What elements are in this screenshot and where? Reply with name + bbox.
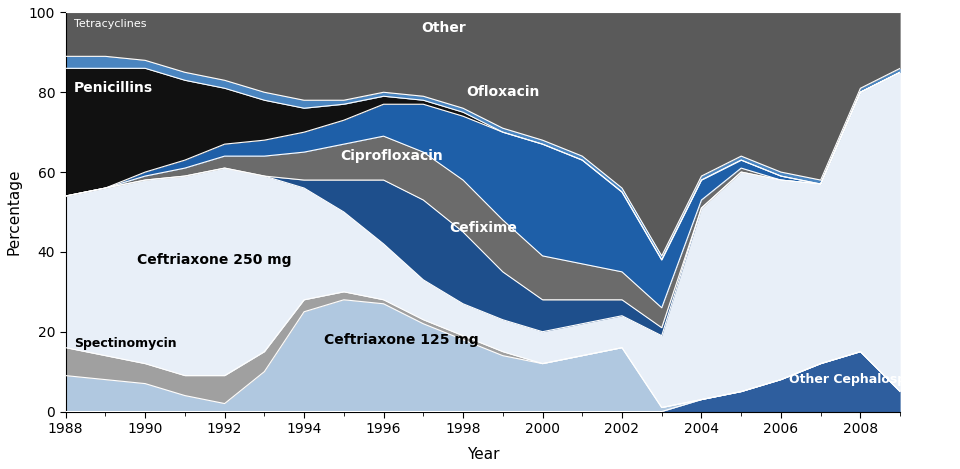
Text: Penicillins: Penicillins xyxy=(74,81,153,95)
Text: Spectinomycin: Spectinomycin xyxy=(74,337,177,350)
Text: Other Cephalosporins: Other Cephalosporins xyxy=(789,373,941,386)
Text: Cefixime: Cefixime xyxy=(449,221,516,235)
Text: Ceftriaxone 125 mg: Ceftriaxone 125 mg xyxy=(324,333,479,347)
Text: Ciprofloxacin: Ciprofloxacin xyxy=(340,149,443,163)
X-axis label: Year: Year xyxy=(467,447,499,462)
Text: Tetracyclines: Tetracyclines xyxy=(74,19,146,30)
Y-axis label: Percentage: Percentage xyxy=(7,169,22,255)
Text: Other: Other xyxy=(420,22,466,35)
Text: Ceftriaxone 250 mg: Ceftriaxone 250 mg xyxy=(137,253,292,267)
Text: Ofloxacin: Ofloxacin xyxy=(467,85,540,99)
